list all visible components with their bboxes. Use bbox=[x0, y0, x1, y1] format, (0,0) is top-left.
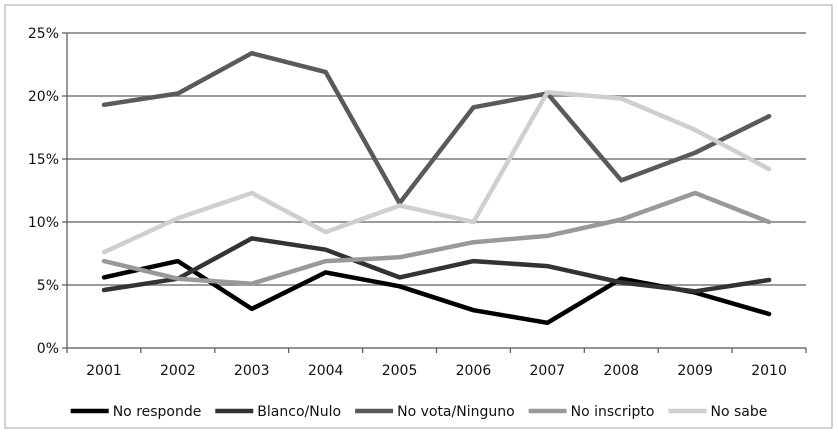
series-line-no-inscripto bbox=[101, 190, 772, 286]
x-tick-label: 2002 bbox=[160, 363, 196, 379]
series-line-blanco-nulo bbox=[101, 236, 772, 294]
legend-label: No vota/Ninguno bbox=[397, 404, 515, 420]
y-tick-label: 5% bbox=[37, 278, 59, 294]
x-tick-label: 2003 bbox=[234, 363, 270, 379]
x-tick-label: 2009 bbox=[677, 363, 713, 379]
series-line-no-sabe bbox=[101, 89, 772, 255]
legend-label: Blanco/Nulo bbox=[257, 404, 341, 420]
y-tick-label: 10% bbox=[28, 215, 59, 231]
axes: 0% 5% 10% 15% 20% 25% 2001 2002 2003 2004 2005 2006… bbox=[28, 26, 807, 379]
x-tick-label: 2005 bbox=[382, 363, 418, 379]
series-line-no-vota-ninguno bbox=[101, 50, 772, 206]
legend-item: Blanco/Nulo bbox=[215, 404, 341, 420]
legend-label: No sabe bbox=[711, 404, 768, 420]
x-tick-label: 2010 bbox=[751, 363, 787, 379]
series-lines bbox=[101, 50, 772, 326]
legend-label: No responde bbox=[113, 404, 202, 420]
y-tick-label: 25% bbox=[28, 26, 59, 42]
legend-item: No responde bbox=[70, 404, 202, 420]
x-tick-label: 2008 bbox=[603, 363, 639, 379]
legend-item: No sabe bbox=[668, 404, 768, 420]
x-tick-label: 2006 bbox=[456, 363, 492, 379]
y-tick-label: 20% bbox=[28, 89, 59, 105]
legend: No responde Blanco/Nulo No vota/Ninguno No … bbox=[70, 404, 768, 420]
legend-item: No vota/Ninguno bbox=[355, 404, 515, 420]
y-tick-label: 0% bbox=[37, 341, 59, 357]
x-tick-label: 2004 bbox=[308, 363, 344, 379]
x-tick-label: 2001 bbox=[86, 363, 122, 379]
chart-frame bbox=[4, 4, 833, 429]
y-tick-label: 15% bbox=[28, 152, 59, 168]
legend-label: No inscripto bbox=[571, 404, 655, 420]
legend-item: No inscripto bbox=[528, 404, 655, 420]
x-tick-label: 2007 bbox=[530, 363, 566, 379]
gridlines bbox=[67, 32, 806, 286]
